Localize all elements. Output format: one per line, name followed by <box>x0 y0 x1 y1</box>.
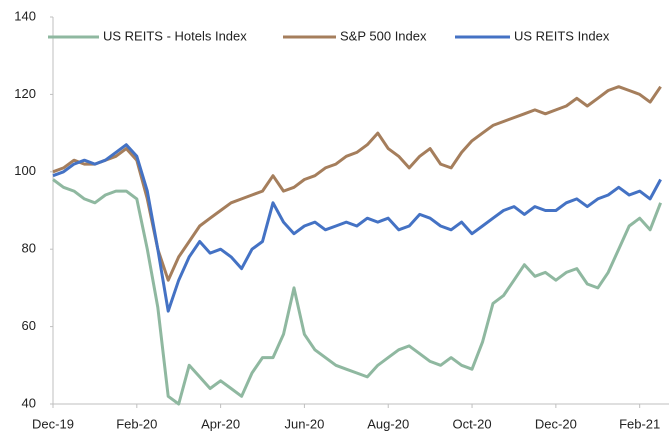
x-tick-label: Feb-21 <box>619 416 660 431</box>
line-series <box>52 143 662 313</box>
x-tick-label: Apr-20 <box>201 416 240 431</box>
y-tick-label: 100 <box>14 163 36 178</box>
legend-label: S&P 500 Index <box>340 28 427 43</box>
y-tick-label: 80 <box>22 241 36 256</box>
x-tick-label: Oct-20 <box>453 416 492 431</box>
x-tick-label: Jun-20 <box>285 416 325 431</box>
x-tick-label: Dec-19 <box>32 416 74 431</box>
legend-label: US REITS - Hotels Index <box>103 28 247 43</box>
line-series <box>52 178 662 406</box>
y-tick-label: 40 <box>22 395 36 410</box>
y-tick-label: 140 <box>14 8 36 23</box>
x-tick-label: Aug-20 <box>367 416 409 431</box>
x-tick-label: Dec-20 <box>535 416 577 431</box>
y-tick-label: 120 <box>14 86 36 101</box>
y-tick-label: 60 <box>22 318 36 333</box>
legend-label: US REITS Index <box>514 28 610 43</box>
x-tick-label: Feb-20 <box>116 416 157 431</box>
